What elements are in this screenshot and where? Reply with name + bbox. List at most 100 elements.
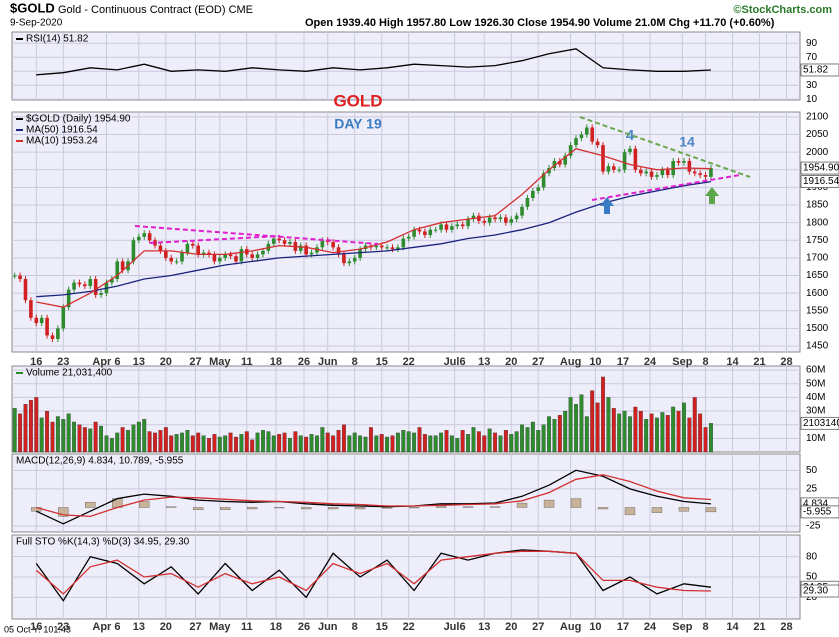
- bar: [439, 432, 444, 453]
- bar: [234, 436, 238, 453]
- candle: [671, 160, 675, 176]
- bar: [85, 502, 96, 508]
- candle: [347, 261, 352, 264]
- bar: [487, 428, 492, 453]
- y-tick-label: 50: [806, 465, 818, 476]
- candle: [379, 245, 384, 248]
- candle: [655, 175, 659, 177]
- x-tick-label: 20: [160, 621, 172, 633]
- bar: [705, 507, 717, 513]
- bar: [174, 434, 179, 453]
- y-tick-label: 50M: [806, 378, 825, 389]
- legend-entry: MA(50) 1916.54: [26, 125, 98, 136]
- x-tick-label: Aug: [560, 621, 581, 633]
- symbol: $GOLD: [10, 0, 55, 15]
- last-value-box: [800, 416, 839, 430]
- candle: [271, 238, 276, 244]
- bar: [579, 394, 584, 453]
- y-tick-label: 25: [806, 484, 818, 495]
- bar: [223, 435, 228, 453]
- bar: [207, 438, 211, 453]
- legend-swatch: [16, 129, 23, 131]
- bar: [444, 430, 449, 453]
- bar: [34, 397, 39, 453]
- x-tick-label: 26: [298, 621, 310, 633]
- trendline: [149, 235, 281, 244]
- bar: [244, 431, 249, 453]
- x-tick-label: 14: [726, 356, 739, 368]
- bar: [671, 406, 676, 453]
- bar: [624, 507, 636, 516]
- bar: [617, 413, 622, 453]
- candle: [547, 168, 551, 174]
- candle: [385, 247, 389, 249]
- bar: [708, 423, 713, 453]
- bar: [530, 421, 535, 453]
- bar: [408, 507, 420, 509]
- candle: [558, 160, 562, 165]
- wave-label: 14: [679, 134, 695, 150]
- bar: [61, 419, 66, 453]
- candle: [665, 169, 670, 176]
- x-tick-label: 26: [298, 356, 310, 368]
- annotation-subtitle: DAY 19: [334, 116, 382, 132]
- candle: [509, 219, 514, 223]
- y-tick-label: 50: [806, 572, 818, 583]
- candle: [164, 250, 168, 258]
- bar: [568, 397, 573, 453]
- panel: [11, 453, 801, 533]
- x-tick-label: May: [209, 356, 231, 368]
- candle: [687, 160, 692, 172]
- bar: [460, 430, 465, 453]
- bar: [66, 413, 71, 453]
- bar: [358, 435, 363, 453]
- candle: [72, 282, 76, 290]
- candle: [174, 261, 179, 263]
- x-tick-label: 13: [478, 621, 490, 633]
- bar: [493, 432, 498, 453]
- bar: [158, 430, 163, 453]
- bar: [628, 416, 632, 453]
- bar: [301, 507, 312, 510]
- candle: [147, 233, 152, 241]
- x-tick-label: 10: [589, 356, 601, 368]
- bar: [570, 498, 582, 508]
- bar: [660, 412, 665, 453]
- y-tick-label: 90: [806, 38, 818, 49]
- bar: [266, 431, 271, 453]
- x-tick-label: Apr 6: [92, 356, 120, 368]
- panel-title: Full STO %K(14,3) %D(3) 34.95, 29.30: [16, 537, 190, 548]
- bar: [341, 424, 346, 453]
- candle: [428, 229, 433, 235]
- candle: [439, 224, 443, 230]
- bar: [649, 413, 654, 453]
- candle: [574, 138, 578, 146]
- candle: [110, 279, 114, 283]
- x-tick-label: 20: [505, 621, 517, 633]
- bar: [435, 505, 447, 508]
- bar: [471, 427, 476, 453]
- x-tick-label: 18: [270, 356, 282, 368]
- candle: [309, 252, 314, 255]
- bar: [489, 506, 501, 508]
- candle: [444, 224, 449, 230]
- bar: [163, 427, 168, 453]
- y-tick-label: 1550: [806, 305, 829, 316]
- candle: [487, 217, 492, 223]
- bar: [314, 435, 319, 453]
- bar: [28, 399, 33, 453]
- bar: [142, 419, 147, 453]
- bar: [678, 507, 690, 512]
- candle: [255, 254, 260, 258]
- candle: [153, 240, 157, 246]
- candle: [239, 249, 244, 262]
- candle: [191, 243, 195, 246]
- quote: Open 1939.40 High 1957.80 Low 1926.30 Cl…: [305, 17, 775, 29]
- bar: [58, 507, 69, 517]
- x-tick-label: 15: [376, 356, 388, 368]
- candle: [628, 148, 632, 153]
- bar: [462, 506, 474, 508]
- y-tick-label: 2050: [806, 129, 829, 140]
- bar: [309, 434, 314, 453]
- bar: [271, 435, 276, 453]
